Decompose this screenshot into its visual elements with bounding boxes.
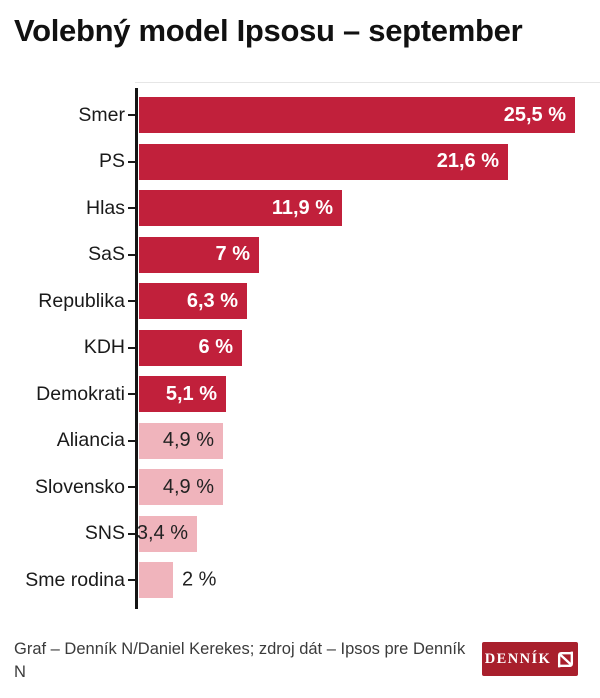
- value-label: 21,6 %: [436, 150, 499, 173]
- axis-tick-icon: [128, 253, 137, 256]
- axis-tick-icon: [128, 346, 137, 349]
- category-label: Sme rodina: [25, 568, 125, 591]
- bar-track: 6 %: [139, 329, 600, 366]
- credit-line-1: Graf – Denník N/Daniel Kerekes; zdroj dá…: [14, 640, 466, 658]
- bar-chart: Smer 25,5 % PS 21,6 % Hlas 11,9 % S: [0, 82, 600, 609]
- bar: 11,9 %: [139, 190, 342, 227]
- category-label: Demokrati: [36, 382, 125, 405]
- bar: 6 %: [139, 329, 242, 366]
- value-label-outside: 2 %: [182, 568, 217, 591]
- axis-tick-icon: [128, 114, 137, 117]
- bar-track: 7 %: [139, 236, 600, 273]
- bar-track: 25,5 %: [139, 97, 600, 134]
- bar-row: SNS 3,4 %: [0, 511, 600, 558]
- bar-row: Sme rodina 2 %: [0, 557, 600, 604]
- dennikn-logo: DENNÍK: [482, 642, 578, 676]
- bar-rows: Smer 25,5 % PS 21,6 % Hlas 11,9 % S: [0, 92, 600, 604]
- bar-row: Demokrati 5,1 %: [0, 371, 600, 418]
- y-axis-line: [135, 88, 138, 609]
- category-label: Hlas: [85, 196, 125, 219]
- axis-tick-icon: [128, 300, 137, 303]
- credit-line-2: N: [14, 663, 26, 682]
- bar: 4,9 %: [139, 469, 223, 506]
- category-label: Smer: [78, 103, 125, 126]
- bar-track: 6,3 %: [139, 283, 600, 320]
- bar-track: 21,6 %: [139, 143, 600, 180]
- value-label: 6 %: [198, 336, 233, 359]
- bar-row: Smer 25,5 %: [0, 92, 600, 139]
- bar: 6,3 %: [139, 283, 247, 320]
- category-label: SNS: [84, 522, 125, 545]
- bar: 3,4 %: [136, 515, 197, 552]
- bar-row: PS 21,6 %: [0, 139, 600, 186]
- value-label: 25,5 %: [503, 103, 566, 126]
- category-label: SaS: [88, 243, 125, 266]
- bar-track: 3,4 %: [136, 515, 600, 552]
- category-label: PS: [98, 150, 125, 173]
- bar-track: 11,9 %: [139, 190, 600, 227]
- category-label: KDH: [83, 336, 125, 359]
- bar-row: Hlas 11,9 %: [0, 185, 600, 232]
- chart-title: Volebný model Ipsosu – september: [14, 13, 523, 48]
- axis-tick-icon: [128, 579, 137, 582]
- value-label: 4,9 %: [162, 429, 214, 452]
- category-label: Aliancia: [56, 429, 125, 452]
- value-label: 4,9 %: [162, 475, 214, 498]
- bar-row: KDH 6 %: [0, 325, 600, 372]
- bar: 4,9 %: [139, 422, 223, 459]
- bar-track: 5,1 %: [139, 376, 600, 413]
- bar: [139, 562, 173, 599]
- value-label: 3,4 %: [136, 522, 188, 545]
- bar-row: SaS 7 %: [0, 232, 600, 279]
- category-label: Slovensko: [35, 475, 125, 498]
- axis-tick-icon: [128, 207, 137, 210]
- axis-tick-icon: [128, 393, 137, 396]
- bar: 5,1 %: [139, 376, 226, 413]
- plot-top-gridline: [135, 82, 600, 83]
- axis-tick-icon: [128, 486, 137, 489]
- value-label: 5,1 %: [165, 382, 217, 405]
- axis-tick-icon: [128, 160, 137, 163]
- bar: 7 %: [139, 236, 259, 273]
- value-label: 6,3 %: [186, 289, 238, 312]
- logo-wordmark: DENNÍK: [484, 651, 552, 668]
- value-label: 11,9 %: [271, 196, 333, 219]
- chart-credit: Graf – Denník N/Daniel Kerekes; zdroj dá…: [14, 638, 494, 684]
- bar-track: 2 %: [139, 562, 600, 599]
- bar-track: 4,9 %: [139, 422, 600, 459]
- bar-row: Aliancia 4,9 %: [0, 418, 600, 465]
- axis-tick-icon: [128, 439, 137, 442]
- axis-tick-icon: [128, 532, 137, 535]
- value-label: 7 %: [215, 243, 250, 266]
- bar-track: 4,9 %: [139, 469, 600, 506]
- bar: 25,5 %: [139, 97, 575, 134]
- category-label: Republika: [38, 289, 125, 312]
- bar-row: Republika 6,3 %: [0, 278, 600, 325]
- bar-row: Slovensko 4,9 %: [0, 464, 600, 511]
- bar: 21,6 %: [139, 143, 508, 180]
- dennikn-n-mark-icon: [558, 651, 574, 667]
